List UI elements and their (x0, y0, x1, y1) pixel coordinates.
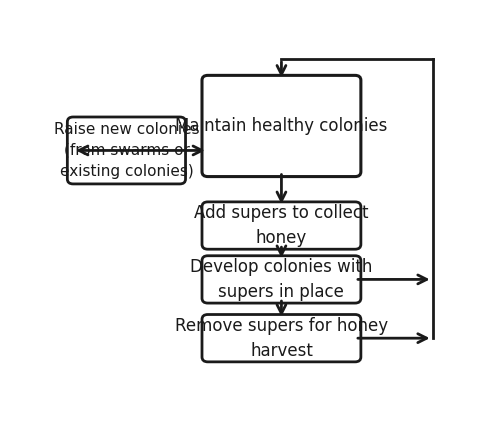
FancyBboxPatch shape (202, 75, 361, 176)
Text: Raise new colonies
(from swarms or
existing colonies): Raise new colonies (from swarms or exist… (54, 122, 199, 179)
FancyBboxPatch shape (202, 315, 361, 362)
Text: Add supers to collect
honey: Add supers to collect honey (194, 204, 368, 247)
FancyBboxPatch shape (202, 256, 361, 303)
FancyBboxPatch shape (68, 117, 186, 184)
Text: Maintain healthy colonies: Maintain healthy colonies (176, 117, 388, 135)
Text: Develop colonies with
supers in place: Develop colonies with supers in place (190, 258, 372, 301)
Text: Remove supers for honey
harvest: Remove supers for honey harvest (175, 317, 388, 360)
FancyBboxPatch shape (202, 202, 361, 249)
